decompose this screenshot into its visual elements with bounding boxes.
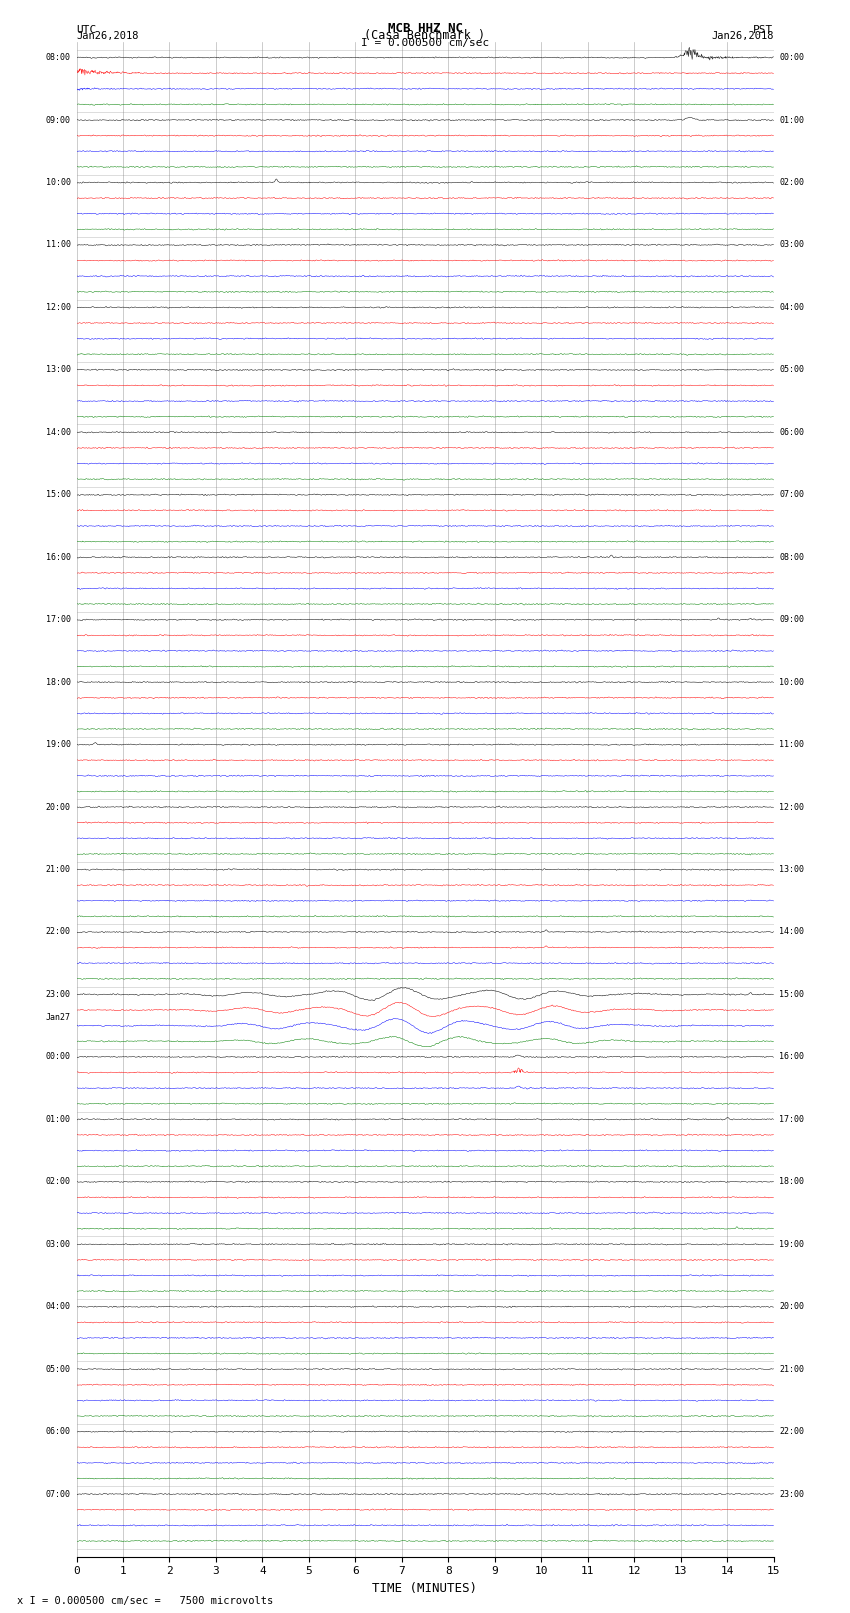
Text: 16:00: 16:00 [46,553,71,561]
Text: 19:00: 19:00 [46,740,71,748]
Text: 09:00: 09:00 [46,116,71,124]
Text: 18:00: 18:00 [46,677,71,687]
Text: 20:00: 20:00 [46,803,71,811]
Text: 04:00: 04:00 [779,303,804,311]
Text: 22:00: 22:00 [46,927,71,937]
Text: 02:00: 02:00 [46,1177,71,1186]
Text: 19:00: 19:00 [779,1240,804,1248]
Text: UTC: UTC [76,24,97,35]
Text: 03:00: 03:00 [46,1240,71,1248]
Text: Jan27: Jan27 [46,1013,71,1021]
Text: (Casa Benchmark ): (Casa Benchmark ) [365,29,485,42]
Text: 05:00: 05:00 [46,1365,71,1374]
Text: 15:00: 15:00 [779,990,804,998]
Text: 05:00: 05:00 [779,365,804,374]
Text: 10:00: 10:00 [779,677,804,687]
Text: 03:00: 03:00 [779,240,804,250]
X-axis label: TIME (MINUTES): TIME (MINUTES) [372,1582,478,1595]
Text: 14:00: 14:00 [46,427,71,437]
Text: 17:00: 17:00 [46,615,71,624]
Text: I = 0.000500 cm/sec: I = 0.000500 cm/sec [361,39,489,48]
Text: 17:00: 17:00 [779,1115,804,1124]
Text: 11:00: 11:00 [46,240,71,250]
Text: 15:00: 15:00 [46,490,71,500]
Text: 12:00: 12:00 [779,803,804,811]
Text: 18:00: 18:00 [779,1177,804,1186]
Text: x I = 0.000500 cm/sec =   7500 microvolts: x I = 0.000500 cm/sec = 7500 microvolts [17,1595,273,1607]
Text: Jan26,2018: Jan26,2018 [711,31,774,40]
Text: 12:00: 12:00 [46,303,71,311]
Text: 01:00: 01:00 [779,116,804,124]
Text: 21:00: 21:00 [779,1365,804,1374]
Text: 07:00: 07:00 [46,1489,71,1498]
Text: 22:00: 22:00 [779,1428,804,1436]
Text: PST: PST [753,24,774,35]
Text: 09:00: 09:00 [779,615,804,624]
Text: 13:00: 13:00 [46,365,71,374]
Text: 06:00: 06:00 [779,427,804,437]
Text: 13:00: 13:00 [779,865,804,874]
Text: 11:00: 11:00 [779,740,804,748]
Text: 16:00: 16:00 [779,1052,804,1061]
Text: 08:00: 08:00 [46,53,71,61]
Text: 00:00: 00:00 [779,53,804,61]
Text: 23:00: 23:00 [46,990,71,998]
Text: 02:00: 02:00 [779,177,804,187]
Text: 07:00: 07:00 [779,490,804,500]
Text: 10:00: 10:00 [46,177,71,187]
Text: Jan26,2018: Jan26,2018 [76,31,139,40]
Text: MCB HHZ NC: MCB HHZ NC [388,21,462,35]
Text: 23:00: 23:00 [779,1489,804,1498]
Text: 20:00: 20:00 [779,1302,804,1311]
Text: 01:00: 01:00 [46,1115,71,1124]
Text: 06:00: 06:00 [46,1428,71,1436]
Text: 21:00: 21:00 [46,865,71,874]
Text: 14:00: 14:00 [779,927,804,937]
Text: 08:00: 08:00 [779,553,804,561]
Text: 00:00: 00:00 [46,1052,71,1061]
Text: 04:00: 04:00 [46,1302,71,1311]
